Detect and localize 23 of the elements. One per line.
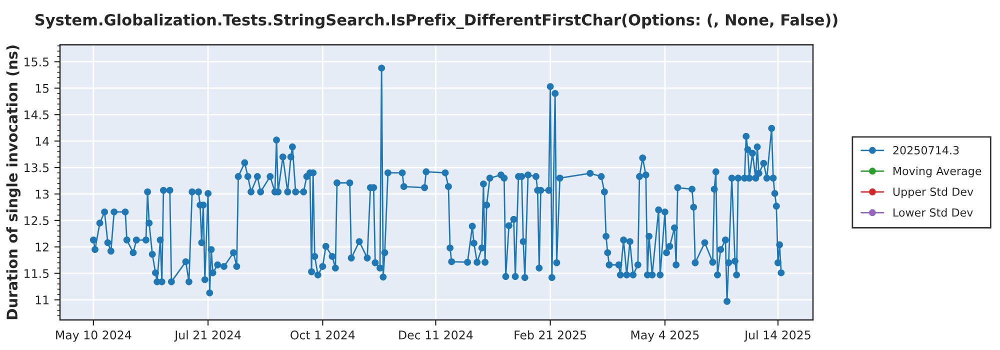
y-tick-label: 11 xyxy=(36,296,48,304)
y-tick-label: 14 xyxy=(36,136,49,146)
y-tick-label: 12.5 xyxy=(24,216,49,226)
y-tick-label: 13.5 xyxy=(24,163,49,172)
y-axis-title: Duration of single invocation (ns) xyxy=(6,46,21,320)
y-tick-label: 11.5 xyxy=(24,269,49,278)
x-tick-label: Oct 1 2024 xyxy=(290,330,355,340)
y-tick-label: 13 xyxy=(36,190,49,199)
x-tick-label: May 10 2024 xyxy=(56,330,132,342)
y-tick-label: 12 xyxy=(36,242,48,252)
x-tick-label: Jul 14 2025 xyxy=(744,330,810,342)
legend-label: Lower Std Dev xyxy=(894,208,973,217)
x-tick-label: May 4 2025 xyxy=(631,330,699,342)
legend-label: 20250714.3 xyxy=(893,146,959,154)
x-tick-label: Dec 11 2024 xyxy=(399,330,473,340)
y-tick-label: 14.5 xyxy=(24,110,49,120)
legend-label: Moving Average xyxy=(894,166,982,178)
y-tick-label: 15 xyxy=(36,84,49,93)
x-tick-label: Feb 21 2025 xyxy=(514,330,586,340)
legend-label: Upper Std Dev xyxy=(893,187,974,198)
chart-title: System.Globalization.Tests.StringSearch.IsPrefix_DifferentFirstChar(Options: (, None, False)) xyxy=(35,14,838,29)
x-tick-label: Jul 21 2024 xyxy=(174,330,241,342)
y-tick-label: 15.5 xyxy=(24,58,49,66)
